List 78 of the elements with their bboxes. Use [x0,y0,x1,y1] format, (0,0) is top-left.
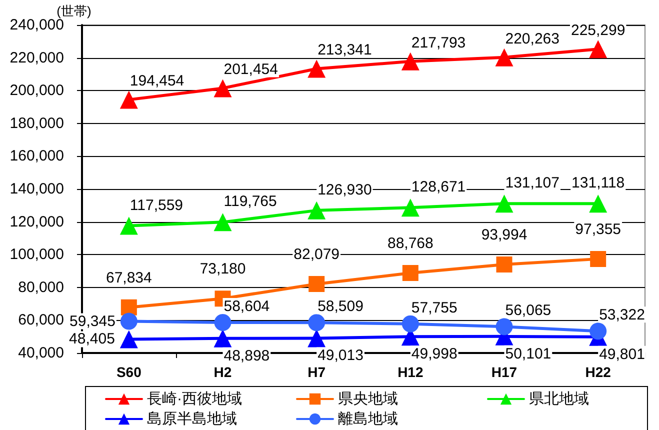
point [120,216,138,235]
y-tick-label: 180,000 [10,114,64,132]
data-label: 97,355 [575,220,622,238]
legend-label: 県北地域 [529,390,589,408]
point [496,256,512,272]
y-tick-label: 140,000 [10,180,64,198]
point [214,314,232,331]
data-label: 93,994 [481,226,528,244]
legend-label: 長崎·西彼地域 [147,390,242,408]
data-label: 57,755 [411,299,458,316]
y-tick-label: 100,000 [10,246,64,264]
data-label: 58,509 [318,298,364,316]
x-tick-label: H12 [398,364,424,380]
point [214,213,232,232]
point [590,322,607,340]
point [401,198,420,217]
data-label: 225,299 [570,22,626,40]
y-tick-label: 60,000 [18,312,64,329]
x-tick-label: H2 [214,364,232,380]
data-label: 48,405 [69,330,115,348]
x-tick-label: S60 [116,364,142,380]
y-tick-label: 220,000 [10,49,64,66]
point [120,330,138,348]
y-tick-label: 80,000 [18,278,64,296]
data-label: 50,101 [505,345,552,362]
data-label: 53,322 [599,306,645,324]
data-label: 49,801 [599,346,645,363]
point [214,329,232,348]
point [120,312,138,330]
data-label: 126,930 [318,181,372,198]
point [308,60,326,78]
data-label: 117,559 [130,196,184,214]
data-label: 49,013 [318,347,364,364]
y-axis-title: (世帯) [56,4,92,19]
data-label: 58,604 [224,298,270,315]
legend-label: 離島地域 [338,410,398,428]
data-label: 220,263 [505,30,560,48]
data-label: 131,107 [505,174,560,192]
data-label: 59,345 [70,312,116,330]
legend-label: 県央地域 [338,390,398,408]
point [402,315,419,332]
data-label: 194,454 [130,72,184,90]
point [402,265,418,282]
data-label: 82,079 [294,246,340,263]
point [214,79,232,98]
data-label: 217,793 [411,34,466,52]
y-tick-label: 160,000 [10,148,64,165]
data-label: 56,065 [505,302,552,320]
data-label: 128,671 [411,178,466,196]
point [401,52,420,70]
legend-label: 島原半島地域 [147,410,237,428]
point [495,48,514,66]
point [308,276,325,292]
point [308,314,326,332]
point [495,194,514,213]
data-label: 67,834 [106,269,152,286]
y-tick-label: 200,000 [10,82,64,100]
point [120,90,138,109]
data-label: 119,765 [224,193,277,210]
data-label: 49,998 [411,346,458,363]
point [590,250,606,267]
y-tick-label: 40,000 [18,344,64,362]
point [589,194,608,213]
data-label: 88,768 [387,235,434,252]
point [308,201,326,220]
x-tick-label: H22 [585,364,612,380]
data-label: 73,180 [200,260,246,278]
point [308,329,326,348]
data-label: 48,898 [224,347,270,364]
data-label: 213,341 [318,42,372,59]
data-label: 201,454 [224,61,278,78]
x-tick-label: H7 [308,364,326,380]
data-label: 131,118 [572,174,625,192]
x-tick-label: H17 [491,364,518,380]
y-tick-label: 120,000 [10,213,64,230]
point [589,40,608,58]
point [496,318,513,336]
point [120,299,137,316]
